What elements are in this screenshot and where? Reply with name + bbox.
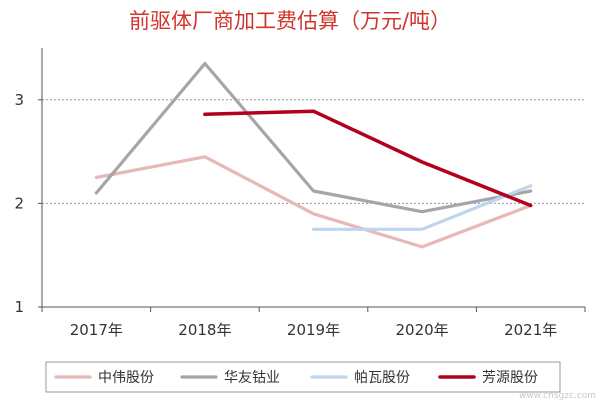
series-line-3 [311, 184, 533, 231]
x-tick-label: 2021年 [504, 321, 557, 339]
x-tick-label: 2017年 [70, 321, 123, 339]
chart-title: 前驱体厂商加工费估算（万元/吨） [129, 9, 451, 33]
y-tick-label: 2 [14, 194, 24, 212]
x-tick-label: 2018年 [178, 321, 231, 339]
x-tick-label: 2020年 [396, 321, 449, 339]
series-line-1 [94, 155, 533, 249]
series-line-4 [203, 109, 533, 208]
series-line-2 [94, 61, 533, 214]
legend: 中伟股份 华友钴业 帕瓦股份 芳源股份 [45, 361, 561, 393]
axes [38, 48, 586, 312]
x-tick-label: 2019年 [287, 321, 340, 339]
legend-label: 芳源股份 [482, 369, 538, 386]
legend-label: 华友钴业 [224, 370, 280, 386]
legend-label: 帕瓦股份 [354, 370, 410, 386]
tick-labels: 1 2 3 2017年 2018年 2019年 2020年 2021年 [14, 91, 557, 339]
series-lines [94, 61, 533, 249]
y-tick-label: 1 [14, 298, 24, 316]
legend-label: 中伟股份 [98, 370, 154, 386]
gridlines [42, 99, 585, 204]
y-tick-label: 3 [14, 91, 24, 109]
watermark: www.cnsgzc.com [519, 391, 596, 401]
